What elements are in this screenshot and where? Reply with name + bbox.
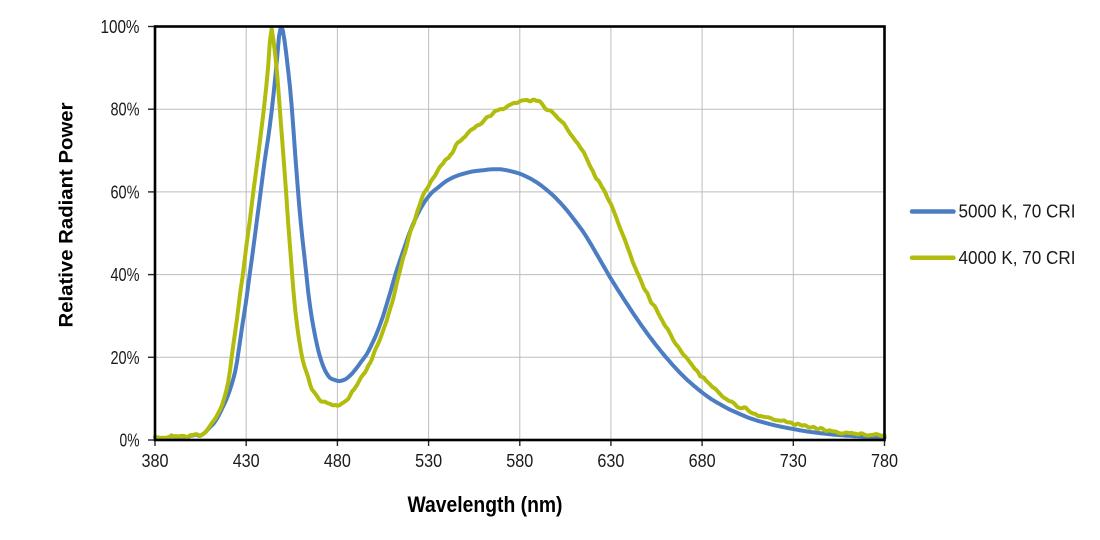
svg-text:430: 430: [233, 451, 260, 471]
svg-text:580: 580: [506, 451, 533, 471]
svg-text:480: 480: [324, 451, 351, 471]
svg-text:680: 680: [689, 451, 716, 471]
svg-text:380: 380: [142, 451, 169, 471]
svg-text:20%: 20%: [111, 348, 140, 368]
svg-text:730: 730: [780, 451, 807, 471]
svg-text:Wavelength (nm): Wavelength (nm): [408, 492, 563, 517]
svg-text:40%: 40%: [111, 265, 140, 285]
svg-text:4000 K, 70 CRI: 4000 K, 70 CRI: [959, 247, 1076, 268]
svg-text:530: 530: [415, 451, 442, 471]
svg-text:Relative Radiant Power: Relative Radiant Power: [55, 102, 77, 327]
svg-text:80%: 80%: [111, 100, 140, 120]
svg-text:630: 630: [597, 451, 624, 471]
svg-text:780: 780: [871, 451, 898, 471]
svg-text:60%: 60%: [111, 182, 140, 202]
svg-text:5000 K, 70 CRI: 5000 K, 70 CRI: [959, 201, 1076, 222]
svg-text:0%: 0%: [120, 431, 140, 451]
svg-text:100%: 100%: [101, 17, 140, 37]
